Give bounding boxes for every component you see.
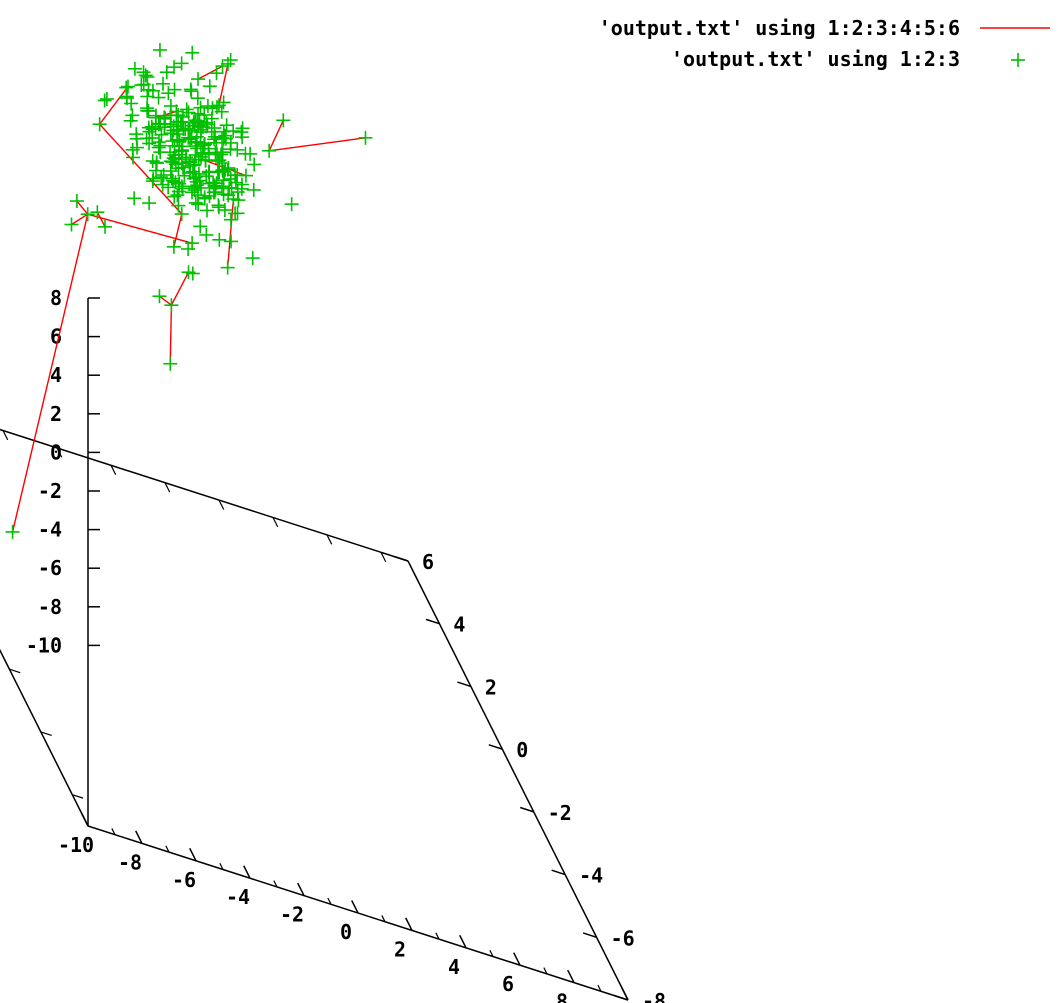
data-point bbox=[128, 62, 142, 76]
data-point bbox=[246, 251, 260, 265]
data-point bbox=[193, 219, 207, 233]
vector-segment bbox=[159, 296, 171, 305]
data-point bbox=[168, 83, 182, 97]
x-tick-label: 0 bbox=[340, 920, 352, 944]
data-point bbox=[203, 79, 217, 93]
vector-segment bbox=[174, 214, 182, 247]
data-point bbox=[98, 220, 112, 234]
data-point bbox=[121, 80, 135, 94]
z-tick-label: -4 bbox=[38, 518, 62, 542]
data-point bbox=[181, 242, 195, 256]
data-point bbox=[6, 525, 20, 539]
x-axis-tick-labels: -10-8-6-4-20246810 bbox=[58, 833, 628, 1003]
data-point bbox=[285, 197, 299, 211]
data-point bbox=[152, 289, 166, 303]
data-point bbox=[185, 46, 199, 60]
data-point bbox=[224, 234, 238, 248]
data-point bbox=[185, 236, 199, 250]
data-point bbox=[209, 66, 223, 80]
x-tick-label: 8 bbox=[556, 990, 568, 1003]
vector-segment bbox=[171, 272, 188, 305]
data-point bbox=[194, 101, 208, 115]
data-point bbox=[220, 118, 234, 132]
z-tick-label: 0 bbox=[50, 440, 62, 464]
z-tick-label: -6 bbox=[38, 556, 62, 580]
vector-segment bbox=[88, 214, 192, 243]
legend: 'output.txt' using 1:2:3:4:5:6 'output.t… bbox=[599, 16, 1050, 71]
y-axis-tick-labels: -8 -6 -4 -2 0 2 4 6 bbox=[422, 550, 666, 1003]
data-point bbox=[100, 92, 114, 106]
x-tick bbox=[82, 813, 88, 826]
data-point bbox=[127, 191, 141, 205]
legend-label-points: 'output.txt' using 1:2:3 bbox=[671, 47, 960, 71]
data-point bbox=[239, 169, 253, 183]
data-point bbox=[150, 155, 164, 169]
data-point bbox=[90, 205, 104, 219]
legend-swatch-points bbox=[1011, 53, 1025, 67]
axes bbox=[0, 298, 628, 1000]
data-point bbox=[199, 228, 213, 242]
data-point bbox=[142, 196, 156, 210]
y-axis-line bbox=[408, 561, 628, 1000]
data-point bbox=[191, 91, 205, 105]
y-tick-label: -8 bbox=[642, 989, 666, 1003]
x-tick-label: 4 bbox=[448, 955, 460, 979]
data-point bbox=[164, 298, 178, 312]
y-tick-label: 4 bbox=[453, 613, 465, 637]
x-tick-label: 2 bbox=[394, 937, 406, 961]
z-tick-label: -10 bbox=[26, 633, 62, 657]
data-point bbox=[247, 157, 261, 171]
y-tick-label: 6 bbox=[422, 550, 434, 574]
x-tick-label: -6 bbox=[172, 868, 196, 892]
z-axis-tick-labels: 86420-2-4-6-8-10 bbox=[26, 286, 62, 657]
data-point bbox=[163, 357, 177, 371]
data-point bbox=[224, 53, 238, 67]
data-point bbox=[184, 82, 198, 96]
data-point bbox=[262, 144, 276, 158]
vector-segment bbox=[97, 212, 105, 227]
y-tick bbox=[395, 557, 409, 561]
y-tick-label: 2 bbox=[485, 675, 497, 699]
z-tick-label: 2 bbox=[50, 402, 62, 426]
data-point bbox=[276, 113, 290, 127]
vector-segment bbox=[269, 138, 365, 151]
data-point bbox=[126, 150, 140, 164]
data-point bbox=[167, 240, 181, 254]
data-point bbox=[358, 131, 372, 145]
y-tick-label: 0 bbox=[516, 738, 528, 762]
vector-segment bbox=[170, 305, 171, 364]
y-tick-label: -2 bbox=[548, 801, 572, 825]
x-tick-label: -8 bbox=[118, 850, 142, 874]
data-point bbox=[175, 56, 189, 70]
vector-segment bbox=[269, 120, 283, 150]
data-point bbox=[191, 72, 205, 86]
data-point bbox=[98, 94, 112, 108]
z-tick-label: 8 bbox=[50, 286, 62, 310]
data-point bbox=[212, 233, 226, 247]
data-point bbox=[236, 121, 250, 135]
x-tick-label: -2 bbox=[280, 903, 304, 927]
x-tick-label: -4 bbox=[226, 885, 250, 909]
legend-label-vectors: 'output.txt' using 1:2:3:4:5:6 bbox=[599, 16, 960, 40]
x-tick-label: 6 bbox=[502, 972, 514, 996]
legend-plus-marker bbox=[1011, 53, 1025, 67]
vector-segment bbox=[77, 201, 88, 214]
y-tick-label: -6 bbox=[611, 926, 635, 950]
x-tick-label: -10 bbox=[58, 833, 94, 857]
data-point bbox=[65, 218, 79, 232]
y-tick-label: -4 bbox=[579, 864, 603, 888]
z-tick-label: -8 bbox=[38, 595, 62, 619]
z-tick-label: -2 bbox=[38, 479, 62, 503]
data-point bbox=[221, 261, 235, 275]
data-point bbox=[153, 43, 167, 57]
